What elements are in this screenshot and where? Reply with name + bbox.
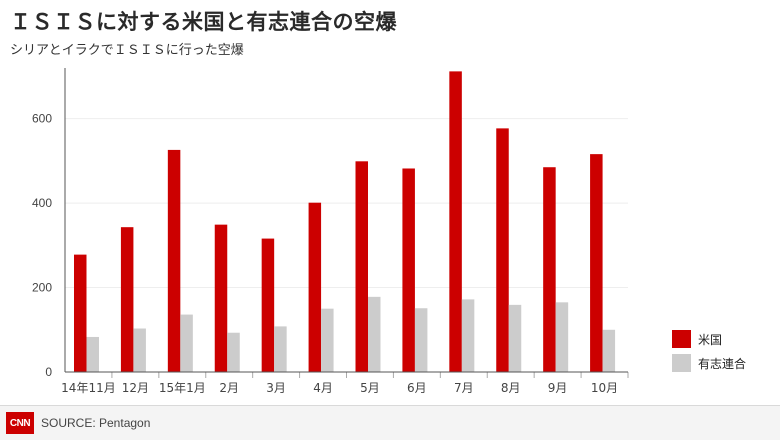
bar-coalition — [556, 302, 569, 372]
legend-label-coalition: 有志連合 — [698, 355, 746, 372]
y-tick-label: 600 — [32, 112, 52, 126]
legend-swatch-us — [672, 330, 691, 348]
bar-us — [262, 239, 275, 372]
bar-chart: 0 200 400 600 14年11月 12月 15年1月 2月 3月 4月 5月 6月 7月 8月 9月… — [0, 0, 780, 400]
legend-swatch-coalition — [672, 354, 691, 372]
bar-coalition — [462, 299, 475, 372]
bar-coalition — [180, 315, 193, 372]
bar-coalition — [274, 326, 287, 372]
y-tick-label: 200 — [32, 281, 52, 295]
bar-coalition — [227, 333, 240, 372]
bar-us — [449, 71, 462, 372]
legend-item-us: 米国 — [672, 330, 746, 348]
x-tick-label: 5月 — [360, 381, 380, 395]
x-tick-label: 8月 — [501, 381, 521, 395]
y-tick-label: 400 — [32, 196, 52, 210]
bar-coalition — [509, 305, 522, 372]
bar-coalition — [133, 329, 146, 372]
x-tick-label: 10月 — [591, 381, 618, 395]
bar-us — [402, 168, 415, 372]
x-tick-label: 6月 — [407, 381, 427, 395]
x-tick-label: 4月 — [313, 381, 333, 395]
bar-us — [121, 227, 133, 372]
bar-us — [590, 154, 603, 372]
bar-coalition — [603, 330, 616, 372]
bar-coalition — [415, 308, 428, 372]
bar-us — [496, 128, 509, 372]
bar-us — [309, 203, 322, 372]
x-tick-label: 15年1月 — [159, 381, 206, 395]
x-tick-label: 7月 — [454, 381, 474, 395]
source-note: SOURCE: Pentagon — [41, 416, 150, 430]
cnn-logo: CNN — [6, 412, 34, 434]
x-tick-label: 14年11月 — [61, 381, 116, 395]
bar-us — [356, 161, 369, 372]
x-tick-label: 9月 — [548, 381, 568, 395]
bar-us — [215, 225, 228, 372]
x-tick-label: 2月 — [219, 381, 239, 395]
legend: 米国 有志連合 — [672, 330, 746, 378]
bar-us — [168, 150, 181, 372]
x-tick-label: 3月 — [266, 381, 286, 395]
bar-us — [74, 255, 87, 372]
bar-us — [543, 167, 556, 372]
bar-coalition — [87, 337, 100, 372]
x-tick-label: 12月 — [122, 381, 149, 395]
legend-item-coalition: 有志連合 — [672, 354, 746, 372]
legend-label-us: 米国 — [698, 331, 722, 348]
bar-coalition — [321, 309, 334, 372]
y-tick-label: 0 — [45, 365, 52, 379]
bar-coalition — [368, 297, 381, 372]
